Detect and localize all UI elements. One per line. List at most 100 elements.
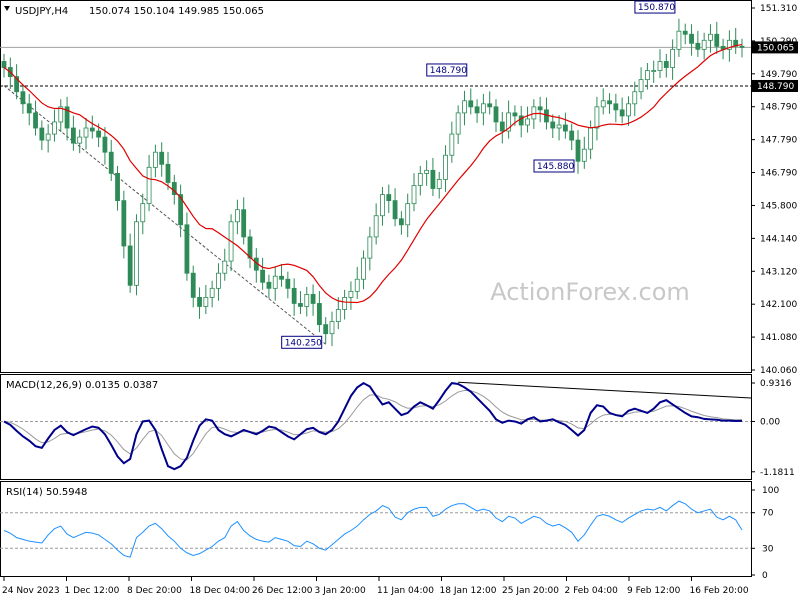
- candle-body: [367, 236, 373, 259]
- rsi-tick-label: 100: [762, 486, 779, 496]
- x-tick-label: 24 Nov 2023: [2, 586, 60, 596]
- price-panel-gridlines: [0, 46, 751, 87]
- rsi-tick-label: 70: [762, 509, 774, 519]
- candle-body: [83, 127, 89, 138]
- moving-average-line: [3, 43, 743, 304]
- candle-body: [178, 194, 184, 226]
- candle-body: [20, 91, 26, 105]
- rsi-panel-marks: [0, 500, 751, 558]
- price-tick-label: 149.790: [760, 70, 797, 80]
- price-tick-label: 151.310: [760, 4, 797, 14]
- header-symbol: USDJPY,H4: [15, 6, 68, 17]
- current-price-badge: [752, 41, 798, 54]
- candle-body: [663, 61, 669, 68]
- header-ohlc: 150.074 150.104 149.985 150.065: [89, 6, 264, 17]
- candle-body: [152, 151, 158, 168]
- candle-body: [285, 278, 291, 289]
- candle-body: [449, 133, 455, 156]
- candle-body: [588, 127, 594, 150]
- candle-body: [480, 103, 486, 114]
- candle-body: [1, 61, 7, 68]
- price-annotation-box: [281, 335, 323, 349]
- rsi-tick-label: 30: [762, 544, 774, 554]
- x-tick-label: 16 Feb 20:00: [690, 586, 749, 596]
- candle-body: [493, 106, 499, 123]
- candle-body: [651, 70, 657, 72]
- macd-tick-label: -1.1811: [760, 468, 795, 478]
- current-price-label: 150.065: [757, 43, 794, 53]
- candle-body: [581, 148, 587, 162]
- candle-body: [676, 30, 682, 50]
- x-tick-label: 11 Jan 04:00: [377, 586, 434, 596]
- rsi-panel-frame: [0, 481, 752, 577]
- candle-body: [216, 272, 221, 289]
- candle-body: [304, 293, 310, 307]
- candle-body: [600, 100, 606, 108]
- x-tick-label: 26 Dec 12:00: [252, 586, 313, 596]
- candle-body: [77, 136, 83, 144]
- candle-body: [739, 45, 745, 48]
- candle-body: [638, 79, 644, 93]
- candle-body: [462, 100, 467, 114]
- candle-body: [695, 42, 701, 50]
- macd-line: [3, 381, 743, 471]
- candle-body: [701, 39, 707, 50]
- x-tick-label: 18 Dec 04:00: [190, 586, 251, 596]
- candle-body: [247, 236, 253, 259]
- candle-body: [316, 303, 322, 326]
- candle-body: [45, 133, 51, 141]
- candle-body: [417, 172, 423, 186]
- candle-body: [159, 151, 165, 165]
- rsi-title: RSI(14) 50.5948: [6, 487, 87, 498]
- candle-body: [354, 278, 360, 292]
- candle-body: [644, 70, 650, 81]
- rsi-line: [3, 500, 743, 558]
- candle-body: [33, 112, 38, 129]
- candle-body: [96, 130, 102, 138]
- candle-body: [714, 33, 720, 47]
- macd-title: MACD(12,26,9) 0.0135 0.0387: [6, 380, 158, 391]
- candle-body: [424, 169, 430, 174]
- candle-body: [121, 200, 127, 247]
- candle-body: [436, 179, 442, 189]
- axis-labels: 151.310150.290149.790148.790147.790146.7…: [2, 4, 798, 596]
- x-tick-label: 18 Jan 12:00: [440, 586, 497, 596]
- macd-tick-label: 0.00: [760, 417, 780, 427]
- candle-body: [134, 221, 139, 286]
- candle-body: [279, 275, 284, 280]
- candle-body: [102, 136, 108, 153]
- candle-body: [405, 203, 411, 226]
- price-tick-label: 148.790: [760, 103, 797, 113]
- price-annotations: 150.870 148.790 145.880 140.250: [281, 0, 676, 349]
- candle-body: [708, 33, 713, 41]
- candle-body: [512, 112, 518, 117]
- candle-body: [487, 103, 493, 108]
- candle-body: [209, 287, 215, 298]
- candle-body: [241, 209, 247, 238]
- candle-body: [64, 106, 70, 129]
- candle-body: [430, 169, 436, 189]
- price-annotation-box: [426, 63, 468, 77]
- candle-body: [689, 33, 694, 44]
- candle-body: [726, 39, 732, 50]
- candle-body: [562, 124, 568, 132]
- candle-body: [392, 200, 398, 220]
- candle-body: [89, 127, 95, 132]
- candle-body: [373, 215, 379, 238]
- price-trendline: [3, 85, 327, 345]
- candle-body: [619, 109, 625, 117]
- candle-body: [613, 103, 619, 111]
- x-tick-label: 8 Dec 20:00: [127, 586, 182, 596]
- candle-body: [398, 218, 404, 226]
- price-tick-label: 143.120: [760, 267, 797, 277]
- candle-body: [39, 127, 45, 141]
- candle-body: [657, 61, 663, 71]
- rsi-tick-label: 0: [762, 571, 768, 581]
- candle-body: [329, 321, 335, 335]
- candle-body: [335, 309, 341, 323]
- resistance-badge: [752, 79, 798, 92]
- candle-body: [499, 121, 505, 132]
- price-annotation-box: [634, 0, 676, 14]
- candle-body: [260, 269, 266, 283]
